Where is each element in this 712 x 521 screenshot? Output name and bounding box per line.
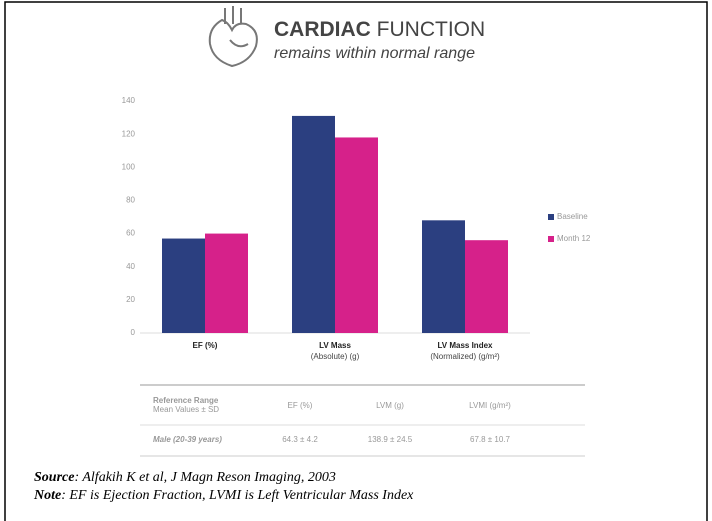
y-tick-label: 120: [122, 129, 136, 138]
table-header-cell: LVM (g): [376, 401, 404, 410]
bar: [292, 115, 335, 334]
heart-icon: [208, 6, 258, 68]
footer-label: Source: [34, 470, 74, 485]
y-tick-label: 40: [126, 262, 135, 271]
footer-line: Source: Alfakih K et al, J Magn Reson Im…: [34, 470, 336, 485]
y-tick-label: 0: [131, 328, 136, 337]
table-cell: 138.9 ± 24.5: [368, 435, 413, 444]
y-tick-label: 20: [126, 295, 135, 304]
title: CARDIAC FUNCTION: [274, 18, 485, 41]
title-bold: CARDIAC: [274, 18, 371, 41]
footer-text: : Alfakih K et al, J Magn Reson Imaging,…: [74, 470, 335, 485]
subtitle: remains within normal range: [274, 45, 475, 62]
footer-label: Note: [33, 488, 61, 503]
bar: [335, 137, 378, 333]
bar: [465, 240, 508, 333]
legend-label: Month 12: [557, 234, 591, 243]
footer-text: : EF is Ejection Fraction, LVMI is Left …: [61, 488, 414, 503]
y-tick-label: 100: [122, 162, 136, 171]
footer-line: Note: EF is Ejection Fraction, LVMI is L…: [33, 488, 414, 503]
table-cell: 67.8 ± 10.7: [470, 435, 511, 444]
x-tick-sublabel: (Absolute) (g): [311, 352, 360, 361]
x-tick-label: LV Mass Index: [438, 341, 494, 350]
y-tick-label: 140: [122, 96, 136, 105]
legend-swatch: [548, 214, 554, 220]
legend-swatch: [548, 236, 554, 242]
x-tick-sublabel: (Normalized) (g/m²): [430, 352, 500, 361]
title-rest: FUNCTION: [377, 18, 486, 41]
table-header-sublabel: Mean Values ± SD: [153, 405, 219, 414]
table-header-cell: LVMI (g/m²): [469, 401, 511, 410]
x-tick-label: EF (%): [193, 341, 218, 350]
legend-label: Baseline: [557, 212, 588, 221]
table-cell: Male (20-39 years): [153, 435, 222, 444]
x-tick-label: LV Mass: [319, 341, 351, 350]
table-header-cell: EF (%): [288, 401, 313, 410]
slide-border: [4, 1, 708, 521]
y-tick-label: 80: [126, 196, 135, 205]
table-header-label: Reference Range: [153, 396, 219, 405]
y-tick-label: 60: [126, 229, 135, 238]
bar: [422, 220, 465, 333]
table-cell: 64.3 ± 4.2: [282, 435, 318, 444]
bar: [162, 238, 205, 333]
bar: [205, 233, 248, 333]
